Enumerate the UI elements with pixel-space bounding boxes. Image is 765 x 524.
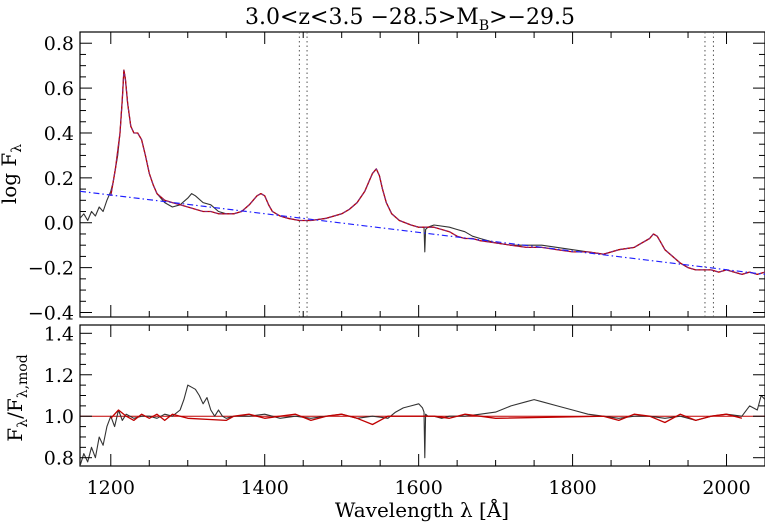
ratio-series-group [80, 384, 765, 466]
spectrum-ytick-label: −0.2 [28, 258, 74, 280]
ratio-plot-area [80, 384, 765, 466]
spectrum-ylabel-main: log F [0, 153, 21, 205]
ratio-ytick-label: 1.4 [44, 323, 74, 345]
ratio-ylabel-bsub: λ,mod [15, 354, 31, 398]
spectrum-ytick-label: 0.0 [44, 213, 74, 235]
spectrum-panel-frame [79, 31, 765, 318]
spectrum-ytick-label: 0.4 [44, 123, 74, 145]
spectrum-ytick-label: 0.6 [44, 78, 74, 100]
ratio-ylabel-b: /F [3, 398, 27, 419]
spectrum-ytick-label: 0.8 [44, 33, 74, 55]
ratio-xtick-label: 1200 [87, 477, 135, 499]
spectrum-y-axis-title: log Fλ [0, 144, 25, 204]
ratio-xtick-label: 1800 [548, 477, 596, 499]
ratio-xtick-label: 2000 [702, 477, 750, 499]
ratio-ylabel-asub: λ [15, 419, 31, 428]
ratio-ytick-label: 1.2 [44, 365, 74, 387]
ratio-panel-frame [79, 324, 765, 467]
chart-title-pre: 3.0<z<3.5 −28.5>M [245, 5, 479, 30]
ratio-ytick-label: 1.0 [44, 406, 74, 428]
ratio-series-ratio_fit [110, 409, 743, 426]
ratio-xtick-label: 1400 [241, 477, 289, 499]
ratio-xtick-label: 1600 [394, 477, 442, 499]
x-axis-title: Wavelength λ [Å] [335, 497, 509, 522]
spectrum-series-continuum [80, 190, 765, 275]
spectrum-ylabel-sub: λ [9, 144, 25, 153]
chart-title: 3.0<z<3.5 −28.5>MB>−29.5 [245, 5, 575, 34]
chart-title-sub: B [479, 18, 489, 34]
ratio-ytick-label: 0.8 [44, 448, 74, 470]
ratio-ylabel-a: F [3, 428, 27, 442]
spectrum-axes: 0.8 0.6 0.4 0.2 0.0 −0.2 −0.4 [28, 31, 765, 325]
spectrum-panel: 0.8 0.6 0.4 0.2 0.0 −0.2 −0.4 log Fλ [0, 31, 765, 325]
spectrum-series-fit-overlay [110, 70, 765, 275]
spectrum-ytick-label: −0.4 [28, 303, 74, 325]
spectrum-series-model [110, 69, 765, 276]
spectrum-ytick-label: 0.2 [44, 168, 74, 190]
spectrum-series-group [80, 32, 765, 317]
ratio-axes: 1200 1400 1600 1800 2000 1.4 1.2 1.0 0.8 [44, 323, 765, 499]
chart-title-post: >−29.5 [489, 5, 575, 30]
ratio-y-axis-title: Fλ/Fλ,mod [3, 354, 31, 441]
spectrum-plot-area [80, 32, 765, 317]
ratio-panel: 1200 1400 1600 1800 2000 1.4 1.2 1.0 0.8 Fλ/Fλ,m… [3, 323, 765, 499]
ratio-series-ratio [80, 384, 765, 466]
